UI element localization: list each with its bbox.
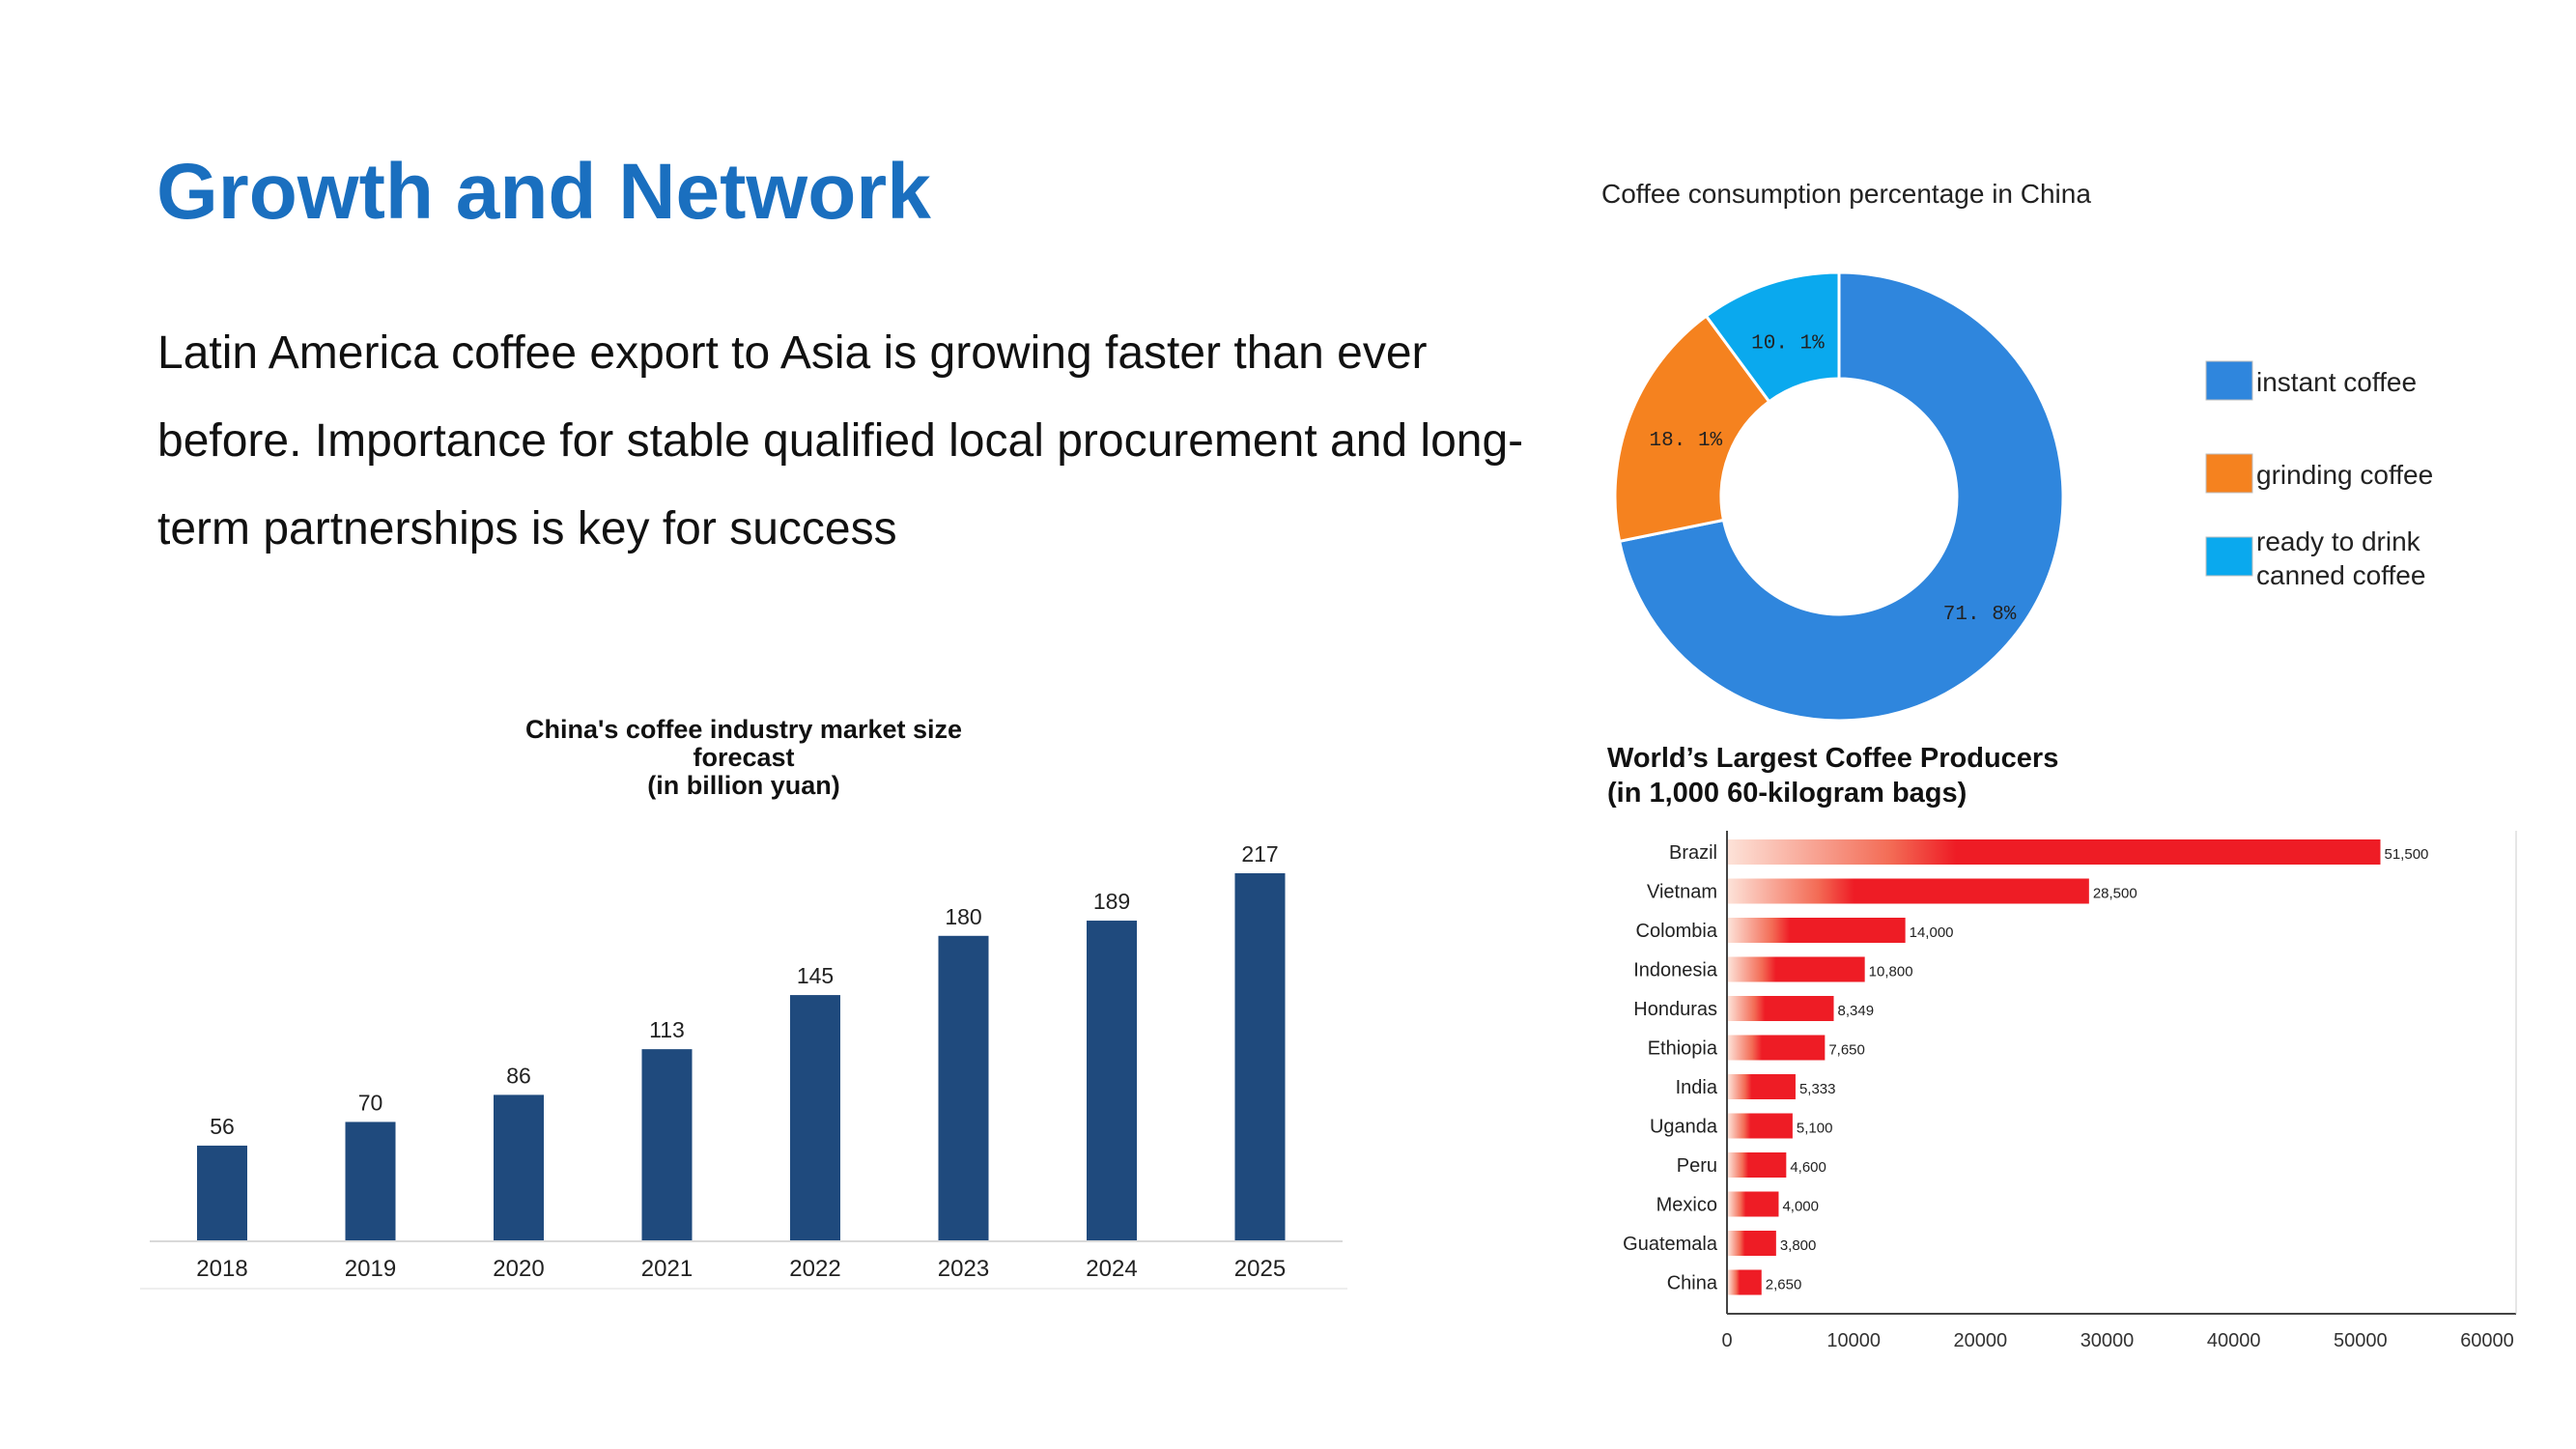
bar-value-label: 7,650 — [1828, 1042, 1865, 1059]
hbar-title-line: (in 1,000 60-kilogram bags) — [1607, 778, 1967, 809]
hbar — [1728, 1191, 1779, 1217]
slice-value-label: 71. 8% — [1943, 604, 2017, 626]
hbar-title-line: World’s Largest Coffee Producers — [1607, 743, 2058, 774]
category-label: Vietnam — [1647, 882, 1717, 903]
bar-value-label: 2,650 — [1766, 1277, 1802, 1293]
bar — [1234, 873, 1286, 1240]
bar-value-label: 5,333 — [1799, 1081, 1836, 1097]
chart-title-line: forecast — [693, 743, 794, 772]
bar-value-label: 56 — [210, 1114, 235, 1139]
legend-swatch — [2205, 453, 2253, 494]
category-label: Colombia — [1636, 921, 1718, 942]
bar — [790, 995, 840, 1240]
category-label: Guatemala — [1623, 1234, 1718, 1255]
x-tick-label: 20000 — [1954, 1330, 2008, 1351]
x-tick-label: 2023 — [938, 1256, 989, 1282]
category-label: Peru — [1677, 1155, 1717, 1177]
hbar — [1728, 996, 1834, 1021]
legend-label: canned coffee — [2256, 560, 2425, 590]
bar — [938, 935, 989, 1240]
bar — [641, 1049, 693, 1240]
bar-value-label: 70 — [358, 1090, 383, 1115]
donut-slice — [1613, 314, 1771, 544]
bar-value-label: 14,000 — [1910, 924, 1954, 941]
market-size-bar-chart: China's coffee industry market sizeforec… — [140, 715, 1347, 1290]
hbar — [1728, 1269, 1762, 1295]
x-tick-label: 2018 — [196, 1256, 247, 1282]
x-tick-label: 2025 — [1234, 1256, 1286, 1282]
x-tick-label: 60000 — [2460, 1330, 2514, 1351]
donut-slice — [1704, 270, 1841, 404]
x-tick-label: 2020 — [493, 1256, 544, 1282]
chart-title-line: (in billion yuan) — [647, 771, 839, 800]
bar — [197, 1145, 247, 1240]
donut-title: Coffee consumption percentage in China — [1601, 179, 2091, 209]
bar — [1087, 921, 1137, 1240]
slide-body-text: Latin America coffee export to Asia is g… — [157, 327, 1524, 554]
hbar — [1728, 1231, 1776, 1256]
bar-value-label: 3,800 — [1780, 1237, 1817, 1254]
category-label: Indonesia — [1633, 960, 1718, 981]
bar-value-label: 4,600 — [1790, 1159, 1826, 1176]
bar-value-label: 51,500 — [2385, 846, 2429, 863]
hbar — [1728, 1035, 1826, 1061]
slice-value-label: 18. 1% — [1650, 430, 1723, 452]
bar-value-label: 189 — [1093, 889, 1130, 914]
bar-value-label: 180 — [945, 904, 981, 929]
category-label: India — [1676, 1077, 1718, 1098]
legend-label: grinding coffee — [2256, 460, 2433, 490]
bar-value-label: 8,349 — [1838, 1003, 1875, 1019]
hbar — [1728, 1152, 1787, 1178]
slice-value-label: 10. 1% — [1751, 332, 1825, 355]
bar-value-label: 217 — [1241, 841, 1278, 867]
bar — [494, 1094, 544, 1240]
x-tick-label: 2021 — [641, 1256, 693, 1282]
legend-label: ready to drink — [2256, 526, 2421, 556]
producers-hbar-chart: World’s Largest Coffee Producers (in 1,00… — [1607, 743, 2517, 1351]
bar-value-label: 28,500 — [2093, 886, 2137, 902]
legend-label: instant coffee — [2256, 367, 2417, 397]
hbar — [1728, 918, 1906, 943]
x-tick-label: 2019 — [345, 1256, 396, 1282]
hbar — [1728, 1074, 1796, 1099]
x-tick-label: 2024 — [1086, 1256, 1137, 1282]
chart-title-line: China's coffee industry market size — [525, 715, 962, 744]
bar-value-label: 10,800 — [1869, 964, 1913, 980]
category-label: Honduras — [1633, 999, 1717, 1020]
x-tick-label: 40000 — [2207, 1330, 2261, 1351]
bar-value-label: 86 — [506, 1063, 531, 1088]
x-tick-label: 30000 — [2081, 1330, 2135, 1351]
donut-slice — [1617, 270, 2065, 723]
hbar — [1728, 878, 2089, 904]
x-tick-label: 2022 — [789, 1256, 840, 1282]
x-tick-label: 0 — [1721, 1330, 1732, 1351]
x-tick-label: 10000 — [1826, 1330, 1881, 1351]
slide-title: Growth and Network — [156, 148, 931, 236]
bar-value-label: 113 — [649, 1017, 685, 1042]
legend-swatch — [2205, 536, 2253, 577]
consumption-donut-chart: Coffee consumption percentage in China 71… — [1601, 179, 2433, 723]
category-label: Brazil — [1669, 842, 1717, 864]
hbar — [1728, 956, 1865, 982]
category-label: Mexico — [1656, 1195, 1717, 1216]
category-label: Ethiopia — [1648, 1038, 1718, 1060]
bar-value-label: 5,100 — [1797, 1121, 1833, 1137]
legend-swatch — [2205, 360, 2253, 401]
category-label: China — [1667, 1273, 1718, 1294]
hbar — [1728, 839, 2381, 865]
category-label: Uganda — [1650, 1117, 1718, 1138]
bar — [345, 1122, 396, 1240]
bar-value-label: 4,000 — [1782, 1199, 1819, 1215]
x-tick-label: 50000 — [2334, 1330, 2388, 1351]
hbar — [1728, 1113, 1793, 1139]
bar-value-label: 145 — [797, 963, 834, 988]
